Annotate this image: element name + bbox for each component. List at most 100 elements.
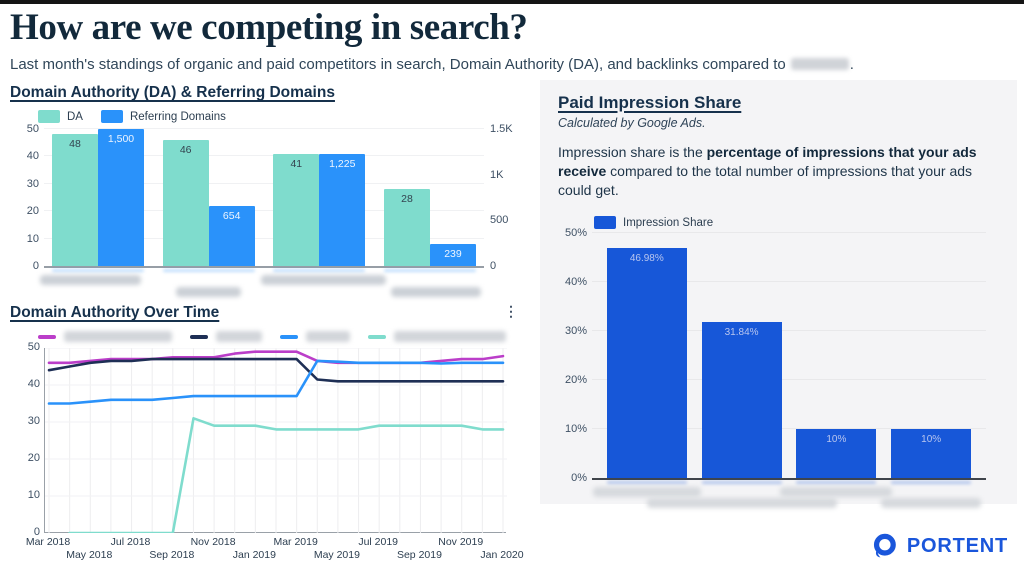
left-axis-tick: 0 [32, 260, 39, 272]
blurred-category-label [176, 287, 241, 297]
impression-share-bar: 10% [796, 429, 877, 479]
blurred-series-label [64, 331, 172, 342]
y-axis-tick: 40% [564, 276, 587, 289]
bar-reflection [891, 481, 971, 485]
subtitle-period: . [849, 55, 854, 73]
time-legend-item [38, 331, 172, 342]
da-chart-area: 0 10 20 30 40 50 0 500 1K 1.5K 48 1,500 46 654 41 1,225… [27, 123, 524, 272]
blurred-series-label [216, 331, 262, 342]
impression-bar-plot: 0% 10% 20% 30% 40% 50% 46.98% 31.84% 10% 10% [565, 227, 986, 484]
gridline [44, 182, 484, 184]
time-x-axis-labels: Mar 2018 May 2018 Jul 2018 Sep 2018 Nov 2018… [10, 536, 524, 566]
gridline [44, 237, 484, 239]
impression-bar-value: 10% [826, 434, 847, 446]
impression-source-note: Calculated by Google Ads. [558, 116, 706, 130]
portent-logo-text: PORTENT [906, 534, 1008, 557]
bar-reflection [796, 481, 876, 485]
impression-bars: 46.98% 31.84% 10% 10% [592, 235, 986, 479]
da-x-axis-labels [10, 268, 524, 300]
time-legend-line-swatch [280, 334, 298, 339]
left-axis-tick: 50 [26, 123, 39, 135]
da-legend-label: DA [67, 110, 83, 123]
blurred-series-label [306, 331, 350, 342]
subtitle-text: Last month's standings of organic and pa… [10, 55, 786, 73]
legend-item-da: DA [38, 110, 83, 123]
gridline [592, 428, 986, 430]
blurred-category-label [391, 287, 481, 297]
referring-domains-bar: 239 [429, 244, 476, 266]
series-line [47, 359, 505, 405]
da-bar: 48 [52, 134, 98, 266]
referring-domains-bar: 1,500 [98, 129, 144, 266]
right-axis-tick: 1K [490, 168, 504, 181]
y-axis-tick: 40 [27, 378, 40, 390]
series-line [47, 357, 505, 383]
x-axis-month-label: Jan 2020 [480, 549, 524, 561]
x-axis-month-label: Sep 2018 [149, 549, 195, 561]
blurred-category-label [261, 275, 386, 285]
blurred-category-label [593, 487, 701, 498]
impression-legend: Impression Share [594, 216, 999, 230]
torn-top-edge [0, 0, 1024, 4]
da-bar-value: 28 [401, 193, 413, 206]
time-line-plot: 0 10 20 30 40 50 [28, 341, 507, 538]
bar-groups: 48 1,500 46 654 41 1,225 28 239 [44, 129, 484, 266]
referring-domains-bar: 1,225 [319, 154, 366, 266]
gridline [592, 232, 986, 234]
impression-legend-swatch [594, 216, 616, 230]
bar-group: 48 1,500 [52, 129, 144, 266]
bar-reflection [702, 481, 782, 485]
series-line [68, 417, 505, 533]
impression-bar-value: 10% [921, 434, 942, 446]
blurred-series-label [394, 331, 506, 342]
x-axis-month-label: Sep 2019 [396, 549, 442, 561]
portent-logo: PORTENT [870, 531, 1008, 561]
x-axis-month-label: Jan 2019 [232, 549, 276, 561]
time-legend-item [190, 331, 262, 342]
da-bar: 41 [273, 153, 320, 266]
left-column: Domain Authority (DA) & Referring Domain… [10, 84, 524, 566]
time-series-svg [45, 348, 507, 533]
paid-impression-share-card: Paid Impression Share Calculated by Goog… [540, 80, 1017, 509]
y-axis-tick: 0 [33, 526, 40, 538]
blurred-category-label [881, 498, 981, 509]
y-axis-tick: 50 [27, 341, 40, 353]
y-axis-tick: 20 [27, 452, 40, 464]
right-axis-tick: 1.5K [490, 123, 513, 135]
da-bar: 28 [383, 189, 430, 266]
referring-domains-bar-value: 239 [444, 248, 462, 261]
time-legend-line-swatch [368, 334, 386, 339]
da-bar-plot: 0 10 20 30 40 50 0 500 1K 1.5K 48 1,500 46 654 41 1,225… [27, 123, 513, 272]
y-axis-tick: 30 [27, 415, 40, 427]
referring-domains-legend-label: Referring Domains [129, 110, 226, 123]
blurred-brand-name [790, 57, 849, 70]
da-bar-value: 48 [69, 138, 81, 151]
x-axis-month-label: Jul 2018 [110, 536, 151, 548]
da-chart-title: Domain Authority (DA) & Referring Domain… [10, 84, 335, 101]
blurred-category-label [647, 498, 837, 509]
x-axis-month-label: May 2019 [313, 549, 360, 561]
da-chart-legend: DA Referring Domains [38, 110, 524, 123]
time-chart-legend [38, 331, 524, 342]
blurred-category-label [780, 487, 892, 498]
y-axis-tick: 10 [27, 489, 40, 501]
page-title: How are we competing in search? [10, 7, 528, 48]
kebab-menu-icon[interactable]: ⋮ [504, 303, 518, 319]
gridline [44, 128, 484, 129]
y-axis-tick: 50% [564, 227, 587, 240]
impression-title: Paid Impression Share [558, 93, 742, 112]
right-axis-tick: 500 [490, 214, 509, 227]
impression-share-bar: 31.84% [701, 322, 782, 479]
referring-domains-bar: 654 [208, 206, 255, 266]
impression-description: Impression share is the percentage of im… [558, 143, 992, 200]
da-legend-swatch [38, 110, 60, 123]
y-axis-tick: 30% [564, 325, 587, 338]
left-axis-tick: 30 [26, 177, 39, 190]
referring-domains-bar-value: 1,500 [107, 133, 135, 145]
legend-item-referring-domains: Referring Domains [100, 110, 226, 123]
bar-reflection [273, 269, 366, 272]
bar-group: 41 1,225 [273, 153, 366, 266]
slide-header: How are we competing in search? Last mon… [10, 7, 1020, 73]
impression-x-axis-labels [592, 480, 986, 509]
da-bar-value: 41 [290, 157, 303, 170]
